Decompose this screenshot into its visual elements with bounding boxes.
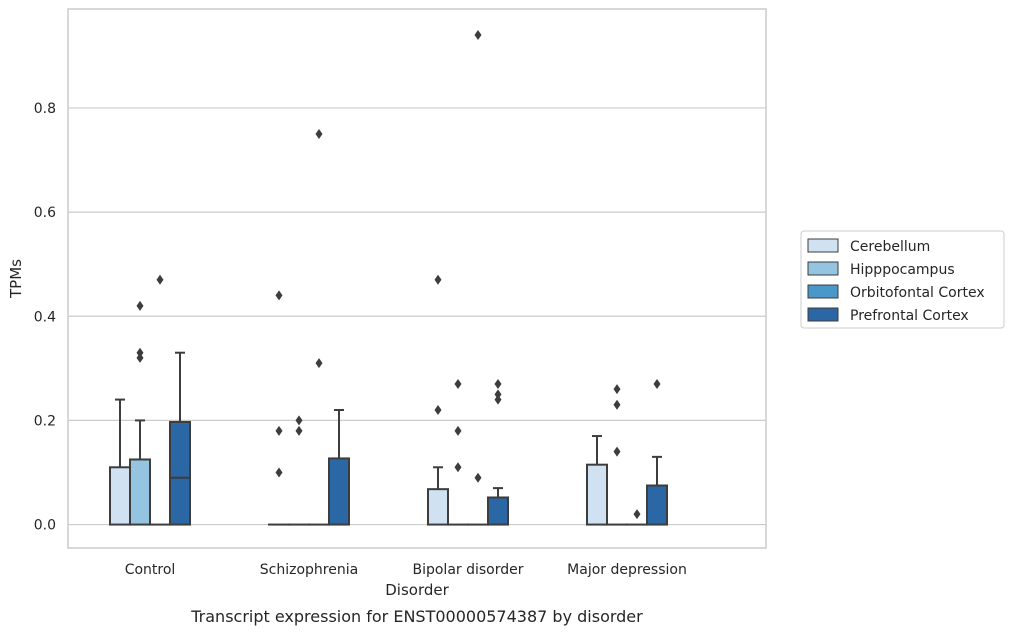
- outlier-point: [613, 399, 621, 410]
- outlier-point: [136, 347, 144, 358]
- outlier-point: [454, 378, 462, 389]
- legend-label: Orbitofontal Cortex: [850, 285, 985, 301]
- legend-swatch: [807, 284, 839, 299]
- legend-label: Prefrontal Cortex: [850, 308, 969, 324]
- x-tick-labels: Control Schizophrenia Bipolar disorder Majo…: [125, 562, 687, 578]
- outlier-point: [136, 352, 144, 363]
- y-tick-label: 0.4: [34, 309, 56, 325]
- outlier-point: [295, 425, 303, 436]
- legend-swatch: [807, 238, 839, 253]
- outlier-point: [494, 394, 502, 405]
- box: [586, 463, 608, 526]
- outlier-point: [454, 462, 462, 473]
- outlier-point: [613, 446, 621, 457]
- outlier-point: [494, 378, 502, 389]
- outlier-point: [474, 30, 482, 41]
- box: [109, 466, 131, 526]
- outlier-point: [275, 467, 283, 478]
- y-tick-label: 0.2: [34, 413, 56, 429]
- legend-swatch: [807, 307, 839, 322]
- legend-frame: [800, 230, 1005, 329]
- outlier-point: [474, 472, 482, 483]
- box: [169, 420, 191, 526]
- outlier-point: [275, 290, 283, 301]
- box: [646, 484, 668, 526]
- legend-label: Cerebellum: [850, 239, 930, 255]
- outlier-point: [136, 300, 144, 311]
- outlier-point: [275, 425, 283, 436]
- plot-frame: [67, 8, 767, 549]
- outlier-point: [295, 415, 303, 426]
- y-tick-label: 0.6: [34, 205, 56, 221]
- y-tick-label: 0.8: [34, 101, 56, 117]
- outliers: [136, 30, 661, 520]
- y-tick-label: 0.0: [34, 518, 56, 534]
- y-axis-label: TPMs: [7, 259, 25, 299]
- outlier-point: [434, 404, 442, 415]
- box: [328, 457, 350, 526]
- outlier-point: [454, 425, 462, 436]
- figure-caption: Transcript expression for ENST0000057438…: [190, 607, 643, 626]
- outlier-point: [434, 274, 442, 285]
- box: [487, 496, 509, 526]
- outlier-point: [613, 384, 621, 395]
- boxes: [109, 351, 668, 526]
- legend-swatch: [807, 261, 839, 276]
- outlier-point: [494, 389, 502, 400]
- x-tick-label: Bipolar disorder: [412, 562, 523, 578]
- x-tick-label: Control: [125, 562, 176, 578]
- legend: Cerebellum Hipppocampus Orbitofontal Corte…: [800, 230, 1005, 329]
- outlier-point: [633, 509, 641, 520]
- y-tick-labels: 0.0 0.2 0.4 0.6 0.8: [34, 101, 56, 534]
- x-axis-label: Disorder: [385, 581, 449, 599]
- legend-label: Hipppocampus: [850, 262, 955, 278]
- box: [129, 458, 151, 526]
- outlier-point: [156, 274, 164, 285]
- outlier-point: [315, 128, 323, 139]
- x-tick-label: Schizophrenia: [260, 562, 358, 578]
- outlier-point: [315, 358, 323, 369]
- outlier-point: [653, 378, 661, 389]
- box: [427, 488, 449, 526]
- x-tick-label: Major depression: [567, 562, 687, 578]
